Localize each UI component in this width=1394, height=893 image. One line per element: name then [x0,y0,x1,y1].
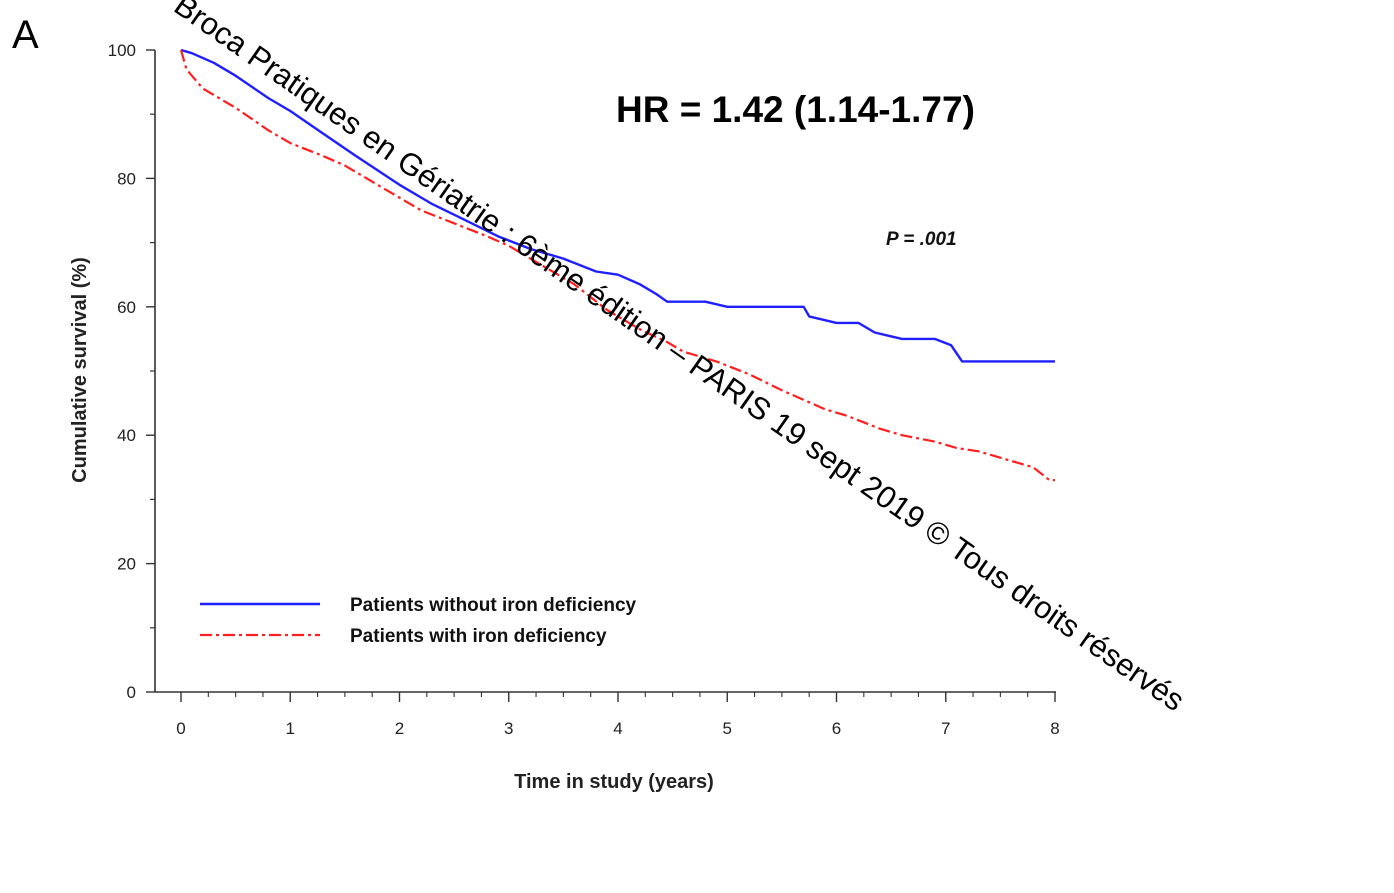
x-tick-label: 4 [613,719,622,738]
p-value-annotation: P = .001 [886,229,957,250]
x-tick-label: 0 [176,719,185,738]
panel-label: A [12,13,39,57]
x-tick-label: 7 [941,719,950,738]
series-line-with-iron-deficiency [179,49,1055,482]
y-tick-label: 100 [108,41,136,60]
x-tick-label: 6 [832,719,841,738]
y-tick-label: 20 [117,555,136,574]
y-tick-label: 60 [117,298,136,317]
series-line-without-iron-deficiency [180,48,1055,363]
x-tick-label: 8 [1050,719,1059,738]
axes: 0 20 40 60 80 100 0 1 2 3 4 5 6 7 8 [108,41,1060,738]
x-tick-label: 1 [286,719,295,738]
y-axis-title: Cumulative survival (%) [69,257,91,483]
y-tick-label: 40 [117,426,136,445]
x-tick-label: 3 [504,719,513,738]
legend-label-with-iron: Patients with iron deficiency [350,626,607,647]
series-group [179,48,1055,482]
x-axis-title: Time in study (years) [514,771,714,793]
x-tick-label: 5 [723,719,732,738]
hr-annotation: HR = 1.42 (1.14-1.77) [616,89,975,130]
y-tick-label: 80 [117,169,136,188]
x-tick-label: 2 [395,719,404,738]
legend-label-without-iron: Patients without iron deficiency [350,595,637,616]
legend: Patients without iron deficiency Patient… [200,595,637,647]
y-ticks: 0 20 40 60 80 100 [108,41,155,702]
y-tick-label: 0 [127,683,136,702]
x-ticks: 0 1 2 3 4 5 6 7 8 [176,692,1060,738]
